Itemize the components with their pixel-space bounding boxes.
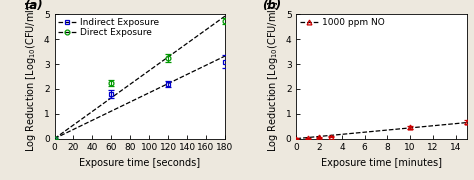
X-axis label: Exposure time [seconds]: Exposure time [seconds]	[79, 158, 201, 168]
Y-axis label: Log Reduction [Log$_{10}$(CFU/ml)]: Log Reduction [Log$_{10}$(CFU/ml)]	[24, 1, 38, 152]
Text: (a): (a)	[24, 0, 43, 12]
Text: (b): (b)	[263, 0, 282, 12]
Legend: 1000 ppm NO: 1000 ppm NO	[299, 17, 385, 28]
Y-axis label: Log Reduction [Log$_{10}$(CFU/ml)]: Log Reduction [Log$_{10}$(CFU/ml)]	[266, 1, 280, 152]
X-axis label: Exposure time [minutes]: Exposure time [minutes]	[321, 158, 442, 168]
Legend: Indirect Exposure, Direct Exposure: Indirect Exposure, Direct Exposure	[57, 17, 160, 38]
